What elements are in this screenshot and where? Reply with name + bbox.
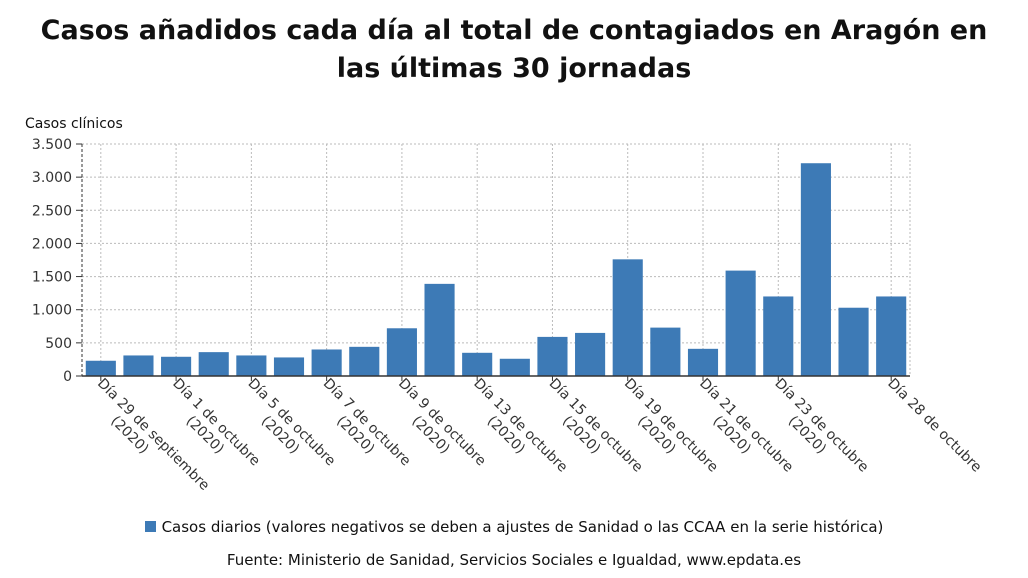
y-tick-label: 2.000 [32,236,72,252]
bar [161,356,192,376]
bar [273,357,305,376]
bar [311,349,342,376]
bar [763,296,794,376]
bar [537,336,568,376]
bar [499,358,530,376]
y-tick-label: 3.000 [32,170,72,186]
bar [462,352,493,376]
bar [386,328,417,376]
bar [687,348,719,376]
bar [725,270,756,376]
legend-swatch [144,521,156,532]
bar [612,259,643,376]
y-tick-label: 500 [45,336,72,352]
y-tick-label: 3.500 [32,137,72,153]
bar [575,332,606,376]
bar [85,360,116,376]
bar [650,327,681,376]
bar [424,283,455,376]
x-tick-label: Día 28 de octubre [884,376,984,476]
bar [198,352,229,376]
y-tick-label: 2.500 [32,203,72,219]
bar [876,296,907,376]
bars [85,163,907,376]
y-tick-label: 0 [63,369,72,385]
y-tick-label: 1.000 [32,303,72,319]
y-axis-ticks: 0 500 1.000 1.500 2.000 2.500 3.000 3.500 [32,137,82,385]
y-axis-label: Casos clínicos [25,116,123,132]
x-tick-label-line: Día 28 de octubre [884,376,984,476]
bar [800,163,831,376]
legend-label: Casos diarios (valores negativos se debe… [161,518,884,536]
chart-title: Casos añadidos cada día al total de cont… [40,15,988,84]
bar [123,355,154,376]
bar [236,355,267,376]
legend: Casos diarios (valores negativos se debe… [0,517,1028,537]
y-tick-label: 1.500 [32,270,72,286]
bar [838,307,869,376]
x-axis-ticks: Día 29 de septiembre(2020) Día 1 de octub… [94,376,984,494]
source-note: Fuente: Ministerio de Sanidad, Servicios… [226,551,802,569]
x-tick-label: Día 23 de octubre(2020) [759,376,871,488]
bar [349,346,380,376]
